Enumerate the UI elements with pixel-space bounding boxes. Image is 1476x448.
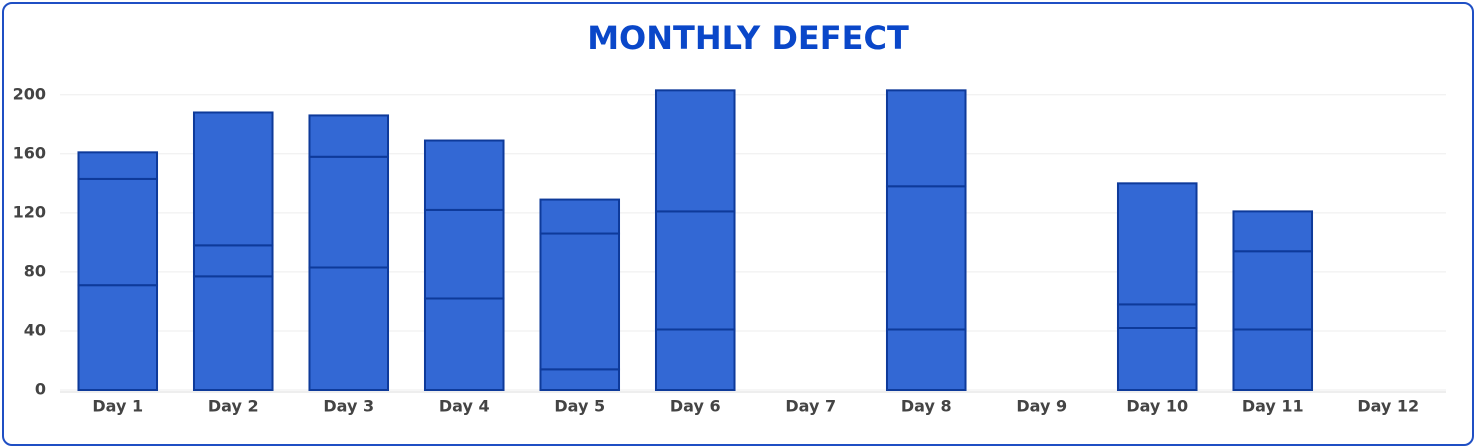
bar-segment bbox=[192, 111, 274, 247]
bar-segment bbox=[308, 266, 390, 392]
bar-segment bbox=[1232, 328, 1314, 392]
bar-segment bbox=[192, 275, 274, 392]
bar-segment bbox=[77, 177, 159, 287]
bar-segment bbox=[308, 114, 390, 158]
y-tick-label: 80 bbox=[24, 261, 46, 280]
bar-segment bbox=[539, 232, 621, 371]
bar-segment bbox=[1232, 210, 1314, 253]
bar-segment bbox=[654, 328, 736, 392]
chart-title: MONTHLY DEFECT bbox=[587, 19, 909, 57]
y-tick-label: 0 bbox=[35, 380, 46, 399]
bar-segment bbox=[654, 210, 736, 331]
bar-segment bbox=[308, 155, 390, 269]
bar-segment bbox=[1116, 327, 1198, 391]
bar-segment bbox=[1232, 250, 1314, 331]
x-tick-label: Day 2 bbox=[208, 397, 259, 416]
x-tick-label: Day 4 bbox=[439, 397, 490, 416]
y-tick-label: 40 bbox=[24, 320, 46, 339]
bar-segment bbox=[423, 208, 505, 300]
x-tick-label: Day 12 bbox=[1357, 397, 1419, 416]
bar-segment bbox=[77, 284, 159, 392]
bar-segment bbox=[192, 244, 274, 278]
x-tick-label: Day 3 bbox=[323, 397, 374, 416]
x-tick-label: Day 7 bbox=[785, 397, 836, 416]
bar-segment bbox=[77, 151, 159, 180]
x-tick-label: Day 5 bbox=[554, 397, 605, 416]
y-tick-label: 200 bbox=[13, 84, 46, 103]
x-tick-label: Day 9 bbox=[1016, 397, 1067, 416]
y-tick-label: 120 bbox=[13, 202, 46, 221]
bar-segment bbox=[885, 185, 967, 331]
x-tick-label: Day 6 bbox=[670, 397, 721, 416]
bar-segment bbox=[539, 368, 621, 392]
bar-segment bbox=[423, 139, 505, 211]
bar-segment bbox=[654, 89, 736, 213]
bar-segment bbox=[885, 328, 967, 392]
x-tick-label: Day 8 bbox=[901, 397, 952, 416]
bar-segment bbox=[423, 297, 505, 392]
y-tick-label: 160 bbox=[13, 143, 46, 162]
bar-segment bbox=[885, 89, 967, 188]
bar-segment bbox=[539, 198, 621, 235]
x-tick-label: Day 11 bbox=[1242, 397, 1304, 416]
bar-segment bbox=[1116, 303, 1198, 329]
bar-segment bbox=[1116, 182, 1198, 306]
x-tick-label: Day 10 bbox=[1126, 397, 1188, 416]
x-tick-label: Day 1 bbox=[92, 397, 143, 416]
